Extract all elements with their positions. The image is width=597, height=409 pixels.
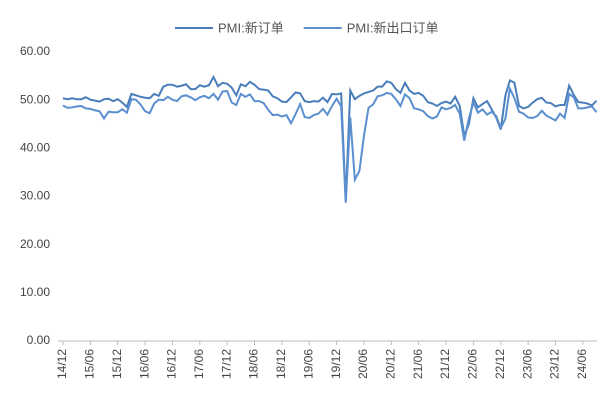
y-tick-label: 50.00 [20, 92, 50, 106]
x-tick-label: 21/12 [438, 349, 452, 379]
y-tick-label: 60.00 [20, 44, 50, 58]
y-tick-label: 30.00 [20, 189, 50, 203]
x-tick-label: 20/12 [383, 349, 397, 379]
y-tick-label: 40.00 [20, 141, 50, 155]
x-tick-label: 20/06 [356, 349, 370, 379]
y-tick-label: 20.00 [20, 237, 50, 251]
x-tick-label: 16/12 [165, 349, 179, 379]
legend-label: PMI:新订单 [218, 20, 284, 35]
x-tick-label: 16/06 [137, 349, 151, 379]
series-line [62, 85, 597, 203]
x-tick-label: 19/12 [329, 349, 343, 379]
series-line [62, 74, 597, 200]
x-tick-label: 17/06 [192, 349, 206, 379]
x-tick-label: 22/12 [493, 349, 507, 379]
x-tick-label: 15/06 [83, 349, 97, 379]
y-tick-label: 10.00 [20, 285, 50, 299]
x-tick-label: 14/12 [55, 349, 69, 379]
x-tick-label: 24/06 [575, 349, 589, 379]
x-tick-label: 23/12 [548, 349, 562, 379]
x-tick-label: 19/06 [301, 349, 315, 379]
x-tick-label: 18/06 [247, 349, 261, 379]
x-tick-label: 21/06 [411, 349, 425, 379]
legend-label: PMI:新出口订单 [347, 20, 439, 35]
x-tick-label: 17/12 [219, 349, 233, 379]
x-tick-label: 18/12 [274, 349, 288, 379]
x-tick-label: 22/06 [466, 349, 480, 379]
x-tick-label: 15/12 [110, 349, 124, 379]
x-tick-label: 23/06 [520, 349, 534, 379]
y-tick-label: 0.00 [27, 333, 51, 347]
